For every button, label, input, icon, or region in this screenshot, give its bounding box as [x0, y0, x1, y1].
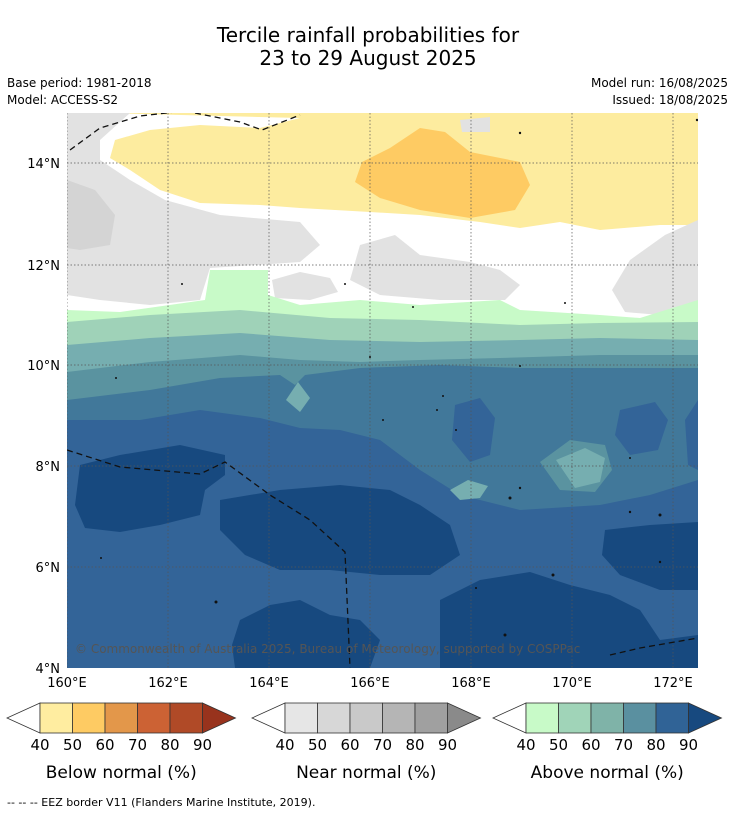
colorbar-group: 40 50 60 70 80 90 Below normal (%) 40 50 60 70 80 90…	[6, 702, 723, 783]
below-normal-colorbar-label: Below normal (%)	[46, 763, 197, 783]
above-normal-colorbar-swatch	[525, 702, 559, 734]
near-normal-colorbar-swatch	[349, 702, 383, 734]
above-normal-90-central	[220, 485, 460, 575]
issued-date: Issued: 18/08/2025	[612, 93, 728, 107]
model-name: Model: ACCESS-S2	[7, 93, 119, 107]
near-normal-colorbar-tick: 80	[405, 736, 424, 754]
above-normal-85-patch	[452, 398, 495, 462]
lat-label: 6°N	[36, 561, 61, 576]
axis-labels: 14°N 12°N 10°N 8°N 6°N 4°N 160°E 162°E 1…	[27, 157, 693, 691]
near-normal-colorbar-upper-arrow	[447, 702, 482, 734]
lat-label: 8°N	[36, 460, 61, 475]
above-normal-colorbar-tick: 50	[549, 736, 568, 754]
lon-label: 166°E	[350, 676, 390, 691]
near-normal-colorbar-tick: 40	[275, 736, 294, 754]
near-normal-colorbar-swatch	[382, 702, 416, 734]
near-normal-colorbar-swatch	[414, 702, 448, 734]
lon-label: 164°E	[249, 676, 289, 691]
near-normal-40-region	[67, 113, 320, 305]
model-run: Model run: 16/08/2025	[590, 76, 728, 90]
above-normal-colorbar-swatch	[623, 702, 657, 734]
above-normal-85-patch-east	[615, 402, 668, 455]
eez-footnote: -- -- -- EEZ border V11 (Flanders Marine…	[7, 796, 316, 809]
near-normal-40-ne	[460, 117, 490, 132]
above-normal-colorbar-label: Above normal (%)	[531, 763, 684, 783]
above-normal-colorbar-tick: 60	[581, 736, 600, 754]
lat-label: 10°N	[27, 359, 60, 374]
above-normal-colorbar-tick: 90	[679, 736, 698, 754]
lat-label: 14°N	[27, 157, 60, 172]
below-normal-colorbar-swatch	[72, 702, 106, 734]
above-normal-90-east	[602, 522, 698, 590]
above-normal-60-patch-2	[450, 480, 488, 500]
near-normal-colorbar-tick: 70	[373, 736, 392, 754]
near-normal-50-region	[67, 180, 115, 250]
lat-label: 12°N	[27, 259, 60, 274]
above-normal-colorbar-tick: 40	[516, 736, 535, 754]
below-normal-colorbar-swatch	[39, 702, 73, 734]
below-normal-60-region	[355, 128, 530, 218]
eez-border	[67, 113, 698, 668]
lat-label: 4°N	[36, 662, 61, 677]
below-normal-colorbar-tick: 50	[63, 736, 82, 754]
below-normal-colorbar-tick: 70	[128, 736, 147, 754]
lon-label: 160°E	[47, 676, 87, 691]
above-normal-colorbar-swatch	[590, 702, 624, 734]
lon-label: 170°E	[552, 676, 592, 691]
below-normal-colorbar-upper-arrow	[202, 702, 237, 734]
above-normal-colorbar-upper-arrow	[688, 702, 723, 734]
below-normal-colorbar-swatch	[169, 702, 203, 734]
near-normal-40-central	[350, 235, 520, 300]
below-normal-colorbar-lower-arrow	[6, 702, 41, 734]
near-normal-colorbar-tick: 90	[438, 736, 457, 754]
probability-map: © Commonwealth of Australia 2025, Bureau…	[67, 113, 698, 668]
below-normal-colorbar-tick: 60	[95, 736, 114, 754]
near-normal-40-small	[272, 272, 338, 300]
map-title-line2: 23 to 29 August 2025	[259, 46, 477, 70]
lon-label: 168°E	[451, 676, 491, 691]
above-normal-90-southeast	[440, 572, 698, 668]
graticule	[67, 113, 698, 668]
map-title-line1: Tercile rainfall probabilities for	[216, 23, 520, 47]
below-normal-colorbar-tick: 90	[193, 736, 212, 754]
above-normal-90-west	[75, 445, 225, 532]
near-normal-colorbar-tick: 50	[308, 736, 327, 754]
above-normal-colorbar-tick: 80	[646, 736, 665, 754]
islands	[100, 118, 698, 637]
near-normal-colorbar-lower-arrow	[251, 702, 286, 734]
near-normal-colorbar-swatch	[317, 702, 351, 734]
below-normal-colorbar-swatch	[104, 702, 138, 734]
below-normal-colorbar-tick: 80	[160, 736, 179, 754]
above-normal-colorbar-tick: 70	[614, 736, 633, 754]
near-normal-40-east	[612, 220, 698, 315]
copyright-notice: © Commonwealth of Australia 2025, Bureau…	[75, 642, 580, 656]
near-normal-colorbar-swatch	[284, 702, 318, 734]
above-normal-colorbar-lower-arrow	[492, 702, 527, 734]
above-normal-lighter-patch	[286, 382, 310, 412]
below-normal-colorbar-swatch	[137, 702, 171, 734]
lon-label: 172°E	[653, 676, 693, 691]
below-normal-colorbar-tick: 40	[30, 736, 49, 754]
above-normal-60-patch	[556, 448, 605, 488]
near-normal-colorbar-label: Near normal (%)	[296, 763, 436, 783]
above-normal-colorbar-swatch	[558, 702, 592, 734]
above-normal-85-east-edge	[685, 400, 698, 470]
above-normal-colorbar-swatch	[655, 702, 689, 734]
base-period: Base period: 1981-2018	[7, 76, 152, 90]
near-normal-colorbar-tick: 60	[340, 736, 359, 754]
lon-label: 162°E	[148, 676, 188, 691]
